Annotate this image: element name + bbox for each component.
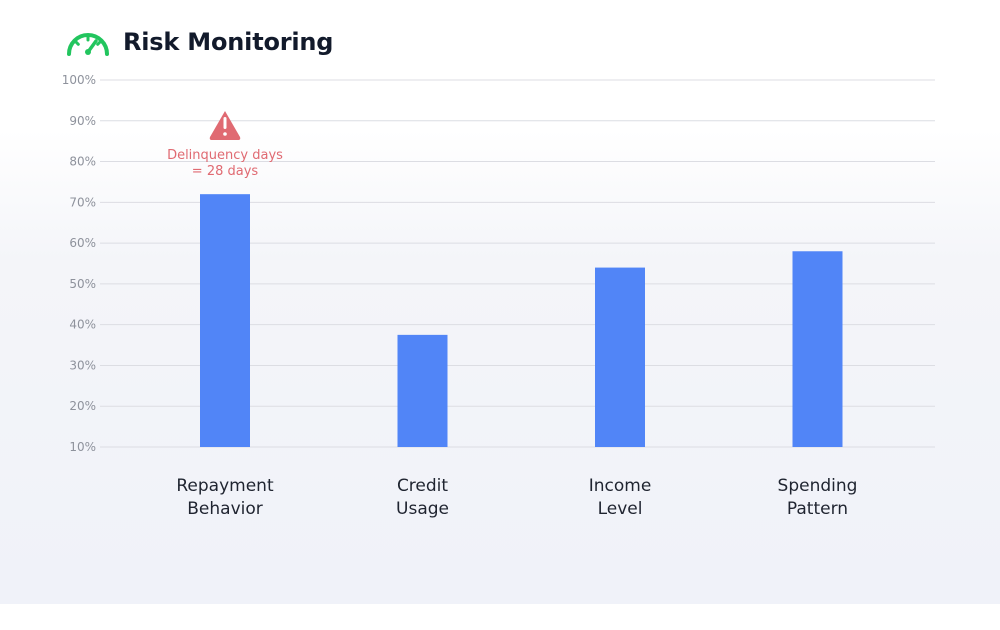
bar: [595, 267, 645, 447]
x-category-label: Credit Usage: [396, 476, 449, 519]
bar: [397, 334, 448, 447]
y-tick-label: 50%: [69, 277, 96, 291]
y-tick-label: 70%: [69, 195, 96, 209]
x-category-label: Income Level: [589, 476, 652, 519]
chart-header: Risk Monitoring: [65, 24, 333, 60]
bar: [792, 251, 843, 447]
annotation-text: Delinquency days: [167, 148, 283, 163]
y-tick-label: 20%: [69, 399, 96, 413]
y-tick-label: 90%: [69, 114, 96, 128]
y-tick-label: 60%: [69, 236, 96, 250]
warning-icon-dot: [223, 132, 227, 136]
x-category-label-line: Pattern: [787, 499, 848, 519]
x-category-label-line: Credit: [397, 476, 448, 496]
chart-title: Risk Monitoring: [123, 28, 334, 56]
y-tick-label: 30%: [69, 358, 96, 372]
delinquency-annotation: Delinquency days= 28 days: [167, 111, 283, 179]
gauge-icon: [67, 33, 109, 56]
x-category-label-line: Behavior: [187, 499, 263, 519]
x-category-label-line: Spending: [778, 476, 858, 496]
warning-icon-bar: [223, 117, 227, 129]
bar: [200, 194, 250, 447]
y-tick-label: 40%: [69, 318, 96, 332]
x-category-label: Repayment Behavior: [176, 476, 274, 519]
x-category-label-line: Repayment: [176, 476, 274, 496]
x-category-label: Spending Pattern: [778, 476, 858, 519]
annotation-text: = 28 days: [192, 164, 259, 179]
y-tick-label: 100%: [62, 73, 96, 87]
x-category-label-line: Usage: [396, 499, 449, 519]
y-tick-label: 10%: [69, 440, 96, 454]
x-category-label-line: Level: [598, 499, 643, 519]
y-tick-label: 80%: [69, 155, 96, 169]
x-category-label-line: Income: [589, 476, 652, 496]
